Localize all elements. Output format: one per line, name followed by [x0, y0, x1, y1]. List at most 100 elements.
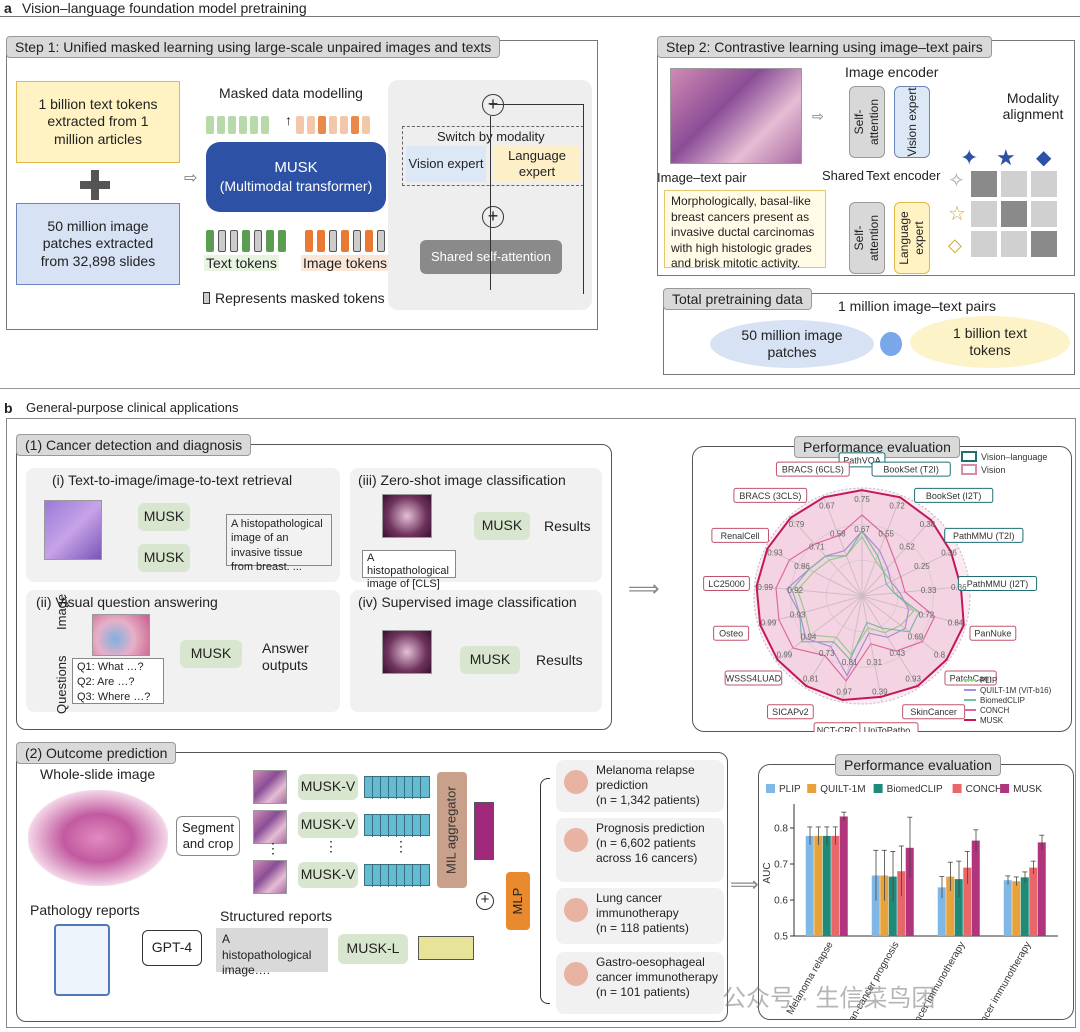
mlp-box: MLP	[506, 872, 530, 930]
alignment-matrix	[970, 170, 1060, 260]
plus-icon	[80, 170, 110, 200]
vqa-musk: MUSK	[180, 640, 242, 668]
embedding-vector	[364, 814, 430, 837]
section-a-title: Vision–language foundation model pretrai…	[22, 0, 307, 16]
section-a-letter: a	[4, 0, 12, 16]
radar-spoke	[861, 495, 902, 597]
y-axis-label: AUC	[762, 862, 773, 883]
mlp-label: MLP	[509, 887, 525, 915]
image-encoder-label: Image encoder	[845, 64, 939, 80]
outcome-title: (2) Outcome prediction	[16, 742, 177, 764]
zeroshot-results: Results	[544, 518, 591, 534]
bar-legend-label: BiomedCLIP	[887, 784, 943, 795]
radar-spoke	[754, 585, 863, 597]
bar	[805, 835, 814, 936]
bar	[880, 875, 889, 936]
aggregated-vector	[474, 802, 494, 860]
task-icon	[564, 770, 588, 794]
bar	[831, 835, 840, 936]
task-detail: (n = 118 patients)	[596, 921, 689, 935]
modality-alignment-label: Modality alignment	[1002, 90, 1064, 122]
y-tick-label: 0.8	[774, 824, 788, 835]
vision-expert-block: Vision expert	[406, 146, 486, 182]
radar-outer-value: 0.84	[948, 619, 964, 628]
retrieval-musk-top: MUSK	[138, 503, 190, 531]
bar-legend-swatch	[766, 784, 775, 793]
radar-spoke	[861, 547, 959, 597]
residual-lines	[490, 116, 491, 290]
add-icon-mid: +	[482, 206, 504, 228]
histology-image	[670, 68, 802, 164]
self-attention-block-img: Self-attention	[849, 86, 885, 158]
radar-task-frame	[957, 575, 1038, 591]
radar-series-4	[755, 489, 965, 702]
task-title: Melanoma relapse prediction	[596, 763, 695, 792]
bar	[937, 887, 946, 936]
radar-outer-value: 0.81	[803, 675, 819, 684]
musk-model-box: MUSK (Multimodal transformer)	[206, 142, 386, 212]
star-icon: ☆	[948, 203, 966, 225]
y-tick-label: 0.5	[774, 932, 788, 943]
vqa-image	[92, 614, 150, 656]
radar-task-label: PathMMU (I2T)	[967, 579, 1029, 589]
radar-legend-swatch	[961, 464, 977, 475]
radar-task-label: BookSet (I2T)	[926, 491, 982, 501]
radar-model-label: BiomedCLIP	[980, 696, 1025, 705]
musk-l-box: MUSK-L	[338, 934, 408, 964]
bar	[897, 871, 906, 936]
radar-inner-value: 0.43	[889, 649, 905, 658]
bar-legend-swatch	[952, 784, 962, 793]
bar	[954, 879, 963, 936]
pair-label: Image–text pair	[657, 170, 747, 185]
tokens-ellipse: 1 billion text tokens	[910, 316, 1070, 368]
structured-label: Structured reports	[220, 908, 333, 924]
radar-model-label: QUILT-1M (ViT-b16)	[980, 686, 1052, 695]
task-detail: (n = 1,342 patients)	[596, 793, 700, 807]
radar-task-label: PanNuke	[974, 629, 1011, 639]
bar-legend-swatch	[807, 784, 817, 793]
radar-inner-value: 0.52	[899, 543, 915, 552]
radar-task-label: Osteo	[719, 629, 743, 639]
clipboard-icon	[54, 924, 110, 996]
radar-outer-value: 0.79	[789, 520, 805, 529]
output-tokens	[206, 116, 381, 134]
radar-model-label: CONCH	[980, 706, 1010, 715]
y-tick-label: 0.6	[774, 896, 788, 907]
bar	[971, 840, 980, 936]
task-card: Gastro-oesophageal cancer immunotherapy(…	[556, 952, 724, 1014]
bar	[963, 867, 972, 936]
image-tokens-label: Image tokens	[301, 255, 390, 271]
tile-image	[253, 770, 287, 804]
retrieval-image	[44, 500, 102, 560]
vqa-title: (ii) Visual question answering	[36, 594, 218, 610]
task-title: Prognosis prediction	[596, 821, 705, 835]
radar-legend-label: Vision–language	[981, 452, 1047, 462]
radar-inner-value: 0.73	[819, 649, 835, 658]
radar-task-frame	[969, 625, 1017, 641]
radar-outer-value: 0.38	[920, 520, 936, 529]
radar-inner-value: 0.86	[794, 562, 810, 571]
task-card: Melanoma relapse prediction (n = 1,342 pa…	[556, 760, 724, 812]
radar-inner-value: 0.67	[854, 525, 870, 534]
radar-spoke	[841, 595, 863, 703]
radar-task-frame	[914, 487, 994, 503]
pair-dot	[880, 332, 902, 356]
bar-chart-title: Performance evaluation	[835, 754, 1001, 776]
detection-title: (1) Cancer detection and diagnosis	[16, 434, 252, 456]
arrow-icon: ⇨	[812, 108, 824, 124]
masked-legend: Represents masked tokens	[215, 290, 385, 306]
task-detail: (n = 101 patients)	[596, 985, 690, 999]
retrieval-title: (i) Text-to-image/image-to-text retrieva…	[52, 472, 293, 488]
radar-spoke	[775, 595, 863, 662]
tile-image	[253, 860, 287, 894]
radar-model-label: MUSK	[980, 716, 1004, 725]
star-icon: ✦	[960, 145, 979, 170]
images-ellipse: 50 million image patches	[710, 320, 874, 368]
task-card: Prognosis prediction (n = 6,602 patients …	[556, 818, 724, 882]
bar	[905, 847, 914, 936]
vqa-answer: Answer outputs	[262, 640, 309, 673]
radar-series-0	[796, 535, 915, 656]
masked-modelling-label: Masked data modelling	[219, 85, 363, 101]
radar-outer-value: 0.97	[836, 688, 852, 697]
language-expert-block: Language expert	[494, 146, 580, 182]
